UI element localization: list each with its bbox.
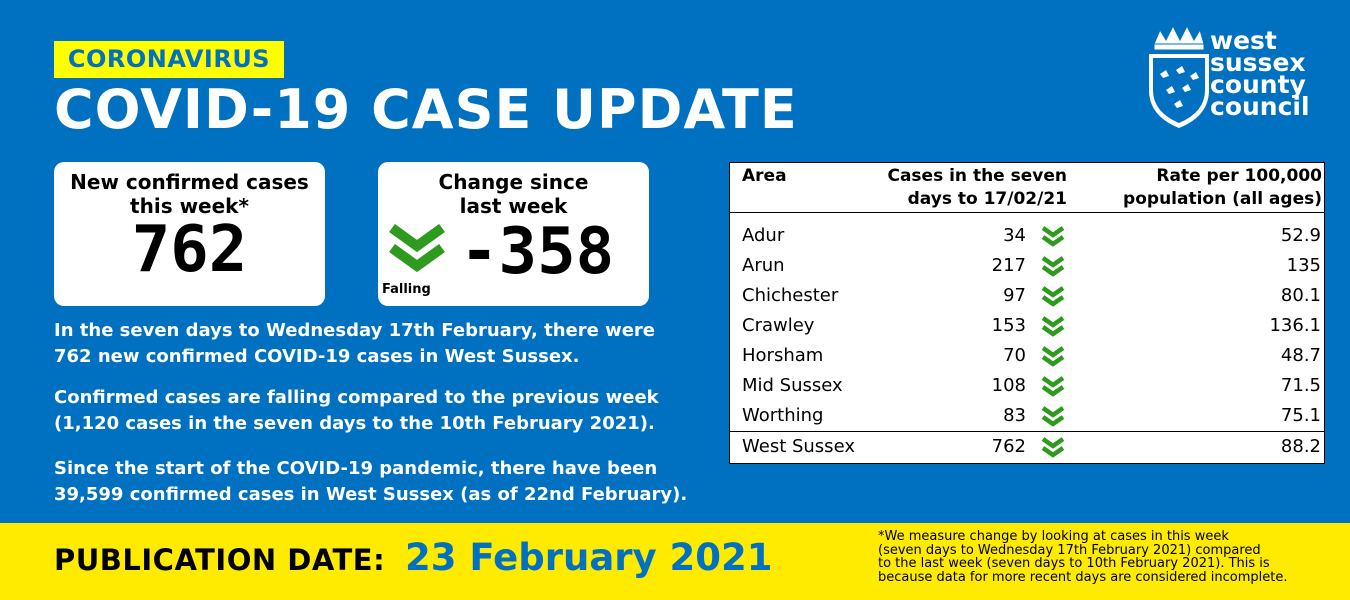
double-chevron-down-icon xyxy=(1041,406,1065,427)
row-cases: 762 xyxy=(991,436,1026,457)
table-row: Mid Sussex 108 71.5 xyxy=(730,371,1324,401)
double-chevron-down-icon xyxy=(1041,256,1065,277)
row-cases: 70 xyxy=(1003,345,1026,366)
row-area: Mid Sussex xyxy=(742,375,843,396)
double-chevron-down-icon xyxy=(1041,376,1065,397)
row-area: Chichester xyxy=(742,285,839,306)
summary-paragraph-1: In the seven days to Wednesday 17th Febr… xyxy=(54,318,655,370)
double-chevron-down-icon xyxy=(1041,286,1065,307)
row-rate: 88.2 xyxy=(1280,436,1321,457)
summary-p3-line1: Since the start of the COVID-19 pandemic… xyxy=(54,458,658,479)
logo-line-1: west xyxy=(1210,26,1277,55)
publication-date: 23 February 2021 xyxy=(405,536,773,579)
row-cases: 83 xyxy=(1003,405,1026,426)
row-cases: 34 xyxy=(1003,225,1026,246)
footnote-line1: *We measure change by looking at cases i… xyxy=(878,529,1229,544)
summary-paragraph-2: Confirmed cases are falling compared to … xyxy=(54,385,659,437)
footnote-line3: to the last week (seven days to 10th Feb… xyxy=(878,556,1270,571)
row-cases: 153 xyxy=(991,315,1026,336)
summary-p1-line1: In the seven days to Wednesday 17th Febr… xyxy=(54,320,656,341)
crown-shield-icon xyxy=(1149,24,1209,128)
row-rate: 136.1 xyxy=(1269,315,1321,336)
new-cases-value: 762 xyxy=(131,213,248,287)
table-row: Crawley 153 136.1 xyxy=(730,311,1324,341)
row-rate: 80.1 xyxy=(1280,285,1321,306)
table-header: Area Cases in the seven days to 17/02/21… xyxy=(730,163,1324,213)
table-row: Adur 34 52.9 xyxy=(730,221,1324,251)
row-area: Worthing xyxy=(742,405,824,426)
page-title: COVID-19 CASE UPDATE xyxy=(54,78,798,141)
new-cases-label-line1: New confirmed cases xyxy=(70,170,309,194)
logo-line-2: sussex xyxy=(1210,48,1306,77)
new-cases-label: New confirmed cases this week* xyxy=(54,162,325,218)
double-chevron-down-icon xyxy=(1041,346,1065,367)
double-chevron-down-icon xyxy=(1041,437,1065,458)
row-area: Adur xyxy=(742,225,785,246)
table-total-row: West Sussex 762 88.2 xyxy=(730,431,1324,461)
header-cases: Cases in the seven days to 17/02/21 xyxy=(855,165,1067,211)
double-chevron-down-icon xyxy=(389,224,445,273)
row-rate: 48.7 xyxy=(1280,345,1321,366)
change-label-line1: Change since xyxy=(438,170,589,194)
row-rate: 52.9 xyxy=(1280,225,1321,246)
new-cases-card: New confirmed cases this week* 762 xyxy=(54,162,325,306)
header-rate-line1: Rate per 100,000 xyxy=(1156,166,1322,186)
row-rate: 135 xyxy=(1286,255,1321,276)
row-area: Horsham xyxy=(742,345,824,366)
footer-bar: PUBLICATION DATE: 23 February 2021 *We m… xyxy=(0,523,1350,600)
row-area: West Sussex xyxy=(742,436,855,457)
change-label-line2: last week xyxy=(459,194,568,218)
trend-label: Falling xyxy=(382,282,431,297)
table-row: Horsham 70 48.7 xyxy=(730,341,1324,371)
summary-paragraph-3: Since the start of the COVID-19 pandemic… xyxy=(54,456,687,508)
footnote-line2: (seven days to Wednesday 17th February 2… xyxy=(878,542,1261,558)
header-cases-line2: days to 17/02/21 xyxy=(907,189,1067,209)
summary-p1-line2: 762 new confirmed COVID-19 cases in West… xyxy=(54,346,580,367)
logo-line-3: county xyxy=(1210,70,1306,99)
row-area: Crawley xyxy=(742,315,815,336)
row-rate: 71.5 xyxy=(1280,375,1321,396)
double-chevron-down-icon xyxy=(1041,316,1065,337)
row-rate: 75.1 xyxy=(1280,405,1321,426)
council-logo-text: west sussex county council xyxy=(1210,26,1310,121)
header-area: Area xyxy=(742,166,787,186)
double-chevron-down-icon xyxy=(1041,226,1065,247)
change-value: -358 xyxy=(460,215,615,289)
header-rate: Rate per 100,000 population (all ages) xyxy=(1123,165,1322,211)
change-label: Change since last week xyxy=(378,162,649,218)
row-cases: 108 xyxy=(991,375,1026,396)
header-rate-line2: population (all ages) xyxy=(1123,189,1322,209)
footnote: *We measure change by looking at cases i… xyxy=(878,530,1348,584)
change-card: Change since last week Falling -358 xyxy=(378,162,649,306)
coronavirus-tag: CORONAVIRUS xyxy=(54,41,284,78)
summary-p3-line2: 39,599 confirmed cases in West Sussex (a… xyxy=(54,484,688,505)
publication-date-label: PUBLICATION DATE: xyxy=(54,543,386,577)
header-cases-line1: Cases in the seven xyxy=(887,166,1067,186)
table-row: Chichester 97 80.1 xyxy=(730,281,1324,311)
summary-p2-line2: (1,120 cases in the seven days to the 10… xyxy=(54,413,655,434)
table-row: Worthing 83 75.1 xyxy=(730,401,1324,431)
new-cases-label-line2: this week* xyxy=(130,194,249,218)
logo-line-4: council xyxy=(1210,92,1310,121)
row-cases: 97 xyxy=(1003,285,1026,306)
footnote-line4: because data for more recent days are co… xyxy=(878,569,1288,585)
table-row: Arun 217 135 xyxy=(730,251,1324,281)
row-area: Arun xyxy=(742,255,785,276)
row-cases: 217 xyxy=(991,255,1026,276)
summary-p2-line1: Confirmed cases are falling compared to … xyxy=(54,387,659,408)
area-cases-table: Area Cases in the seven days to 17/02/21… xyxy=(729,162,1325,464)
